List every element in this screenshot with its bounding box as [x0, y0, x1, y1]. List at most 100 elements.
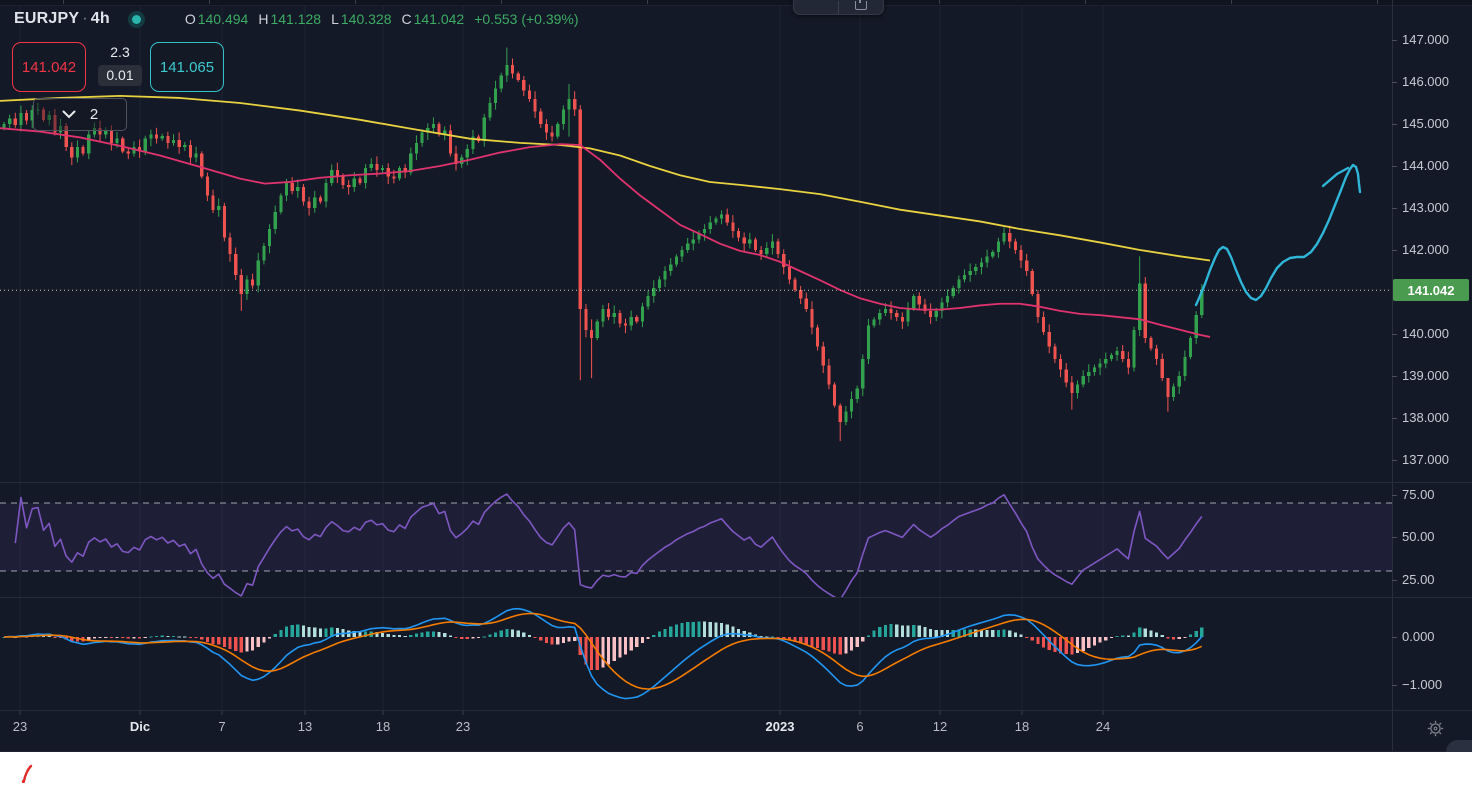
time-axis-tick: [462, 711, 464, 715]
time-tick-label: 24: [1095, 719, 1111, 734]
close-value: 141.042: [413, 11, 465, 27]
price-tick-label: 140.000: [1402, 326, 1449, 341]
price-tick-label: 147.000: [1402, 32, 1449, 47]
time-axis-tick: [304, 711, 306, 715]
last-price-tag: 141.042: [1393, 279, 1469, 301]
open-value: 140.494: [197, 11, 249, 27]
time-axis-tick: [1102, 711, 1104, 715]
collapsed-indicators-badge[interactable]: 2: [33, 98, 127, 131]
time-axis-tick: [939, 711, 941, 715]
time-tick-label: 12: [932, 719, 948, 734]
axis-tick: [1392, 334, 1397, 335]
ohlc-readout: O 140.494 H 141.128 L 140.328 C 141.042 +0.5…: [185, 11, 579, 27]
high-label: H: [258, 11, 269, 27]
price-tick-label: 145.000: [1402, 116, 1449, 131]
time-tick-label: 23: [455, 719, 471, 734]
time-tick-label: 7: [218, 719, 226, 734]
open-label: O: [184, 11, 196, 27]
top-toolbar-edge: [0, 0, 1472, 6]
page-background: [0, 752, 1472, 785]
time-axis-tick: [221, 711, 223, 715]
price-tick-label: 146.000: [1402, 74, 1449, 89]
toolbar-divider: [838, 1, 839, 14]
rsi-tick-label: 25.00: [1402, 571, 1435, 587]
time-tick-label: 23: [12, 719, 28, 734]
macd-tick-label: −1.000: [1402, 677, 1443, 692]
time-tick-label: 2023: [765, 719, 795, 734]
pane-separator-macd[interactable]: [0, 597, 1472, 598]
axis-tick: [1392, 494, 1397, 496]
axis-tick: [1392, 166, 1397, 167]
time-axis-tick: [19, 711, 21, 715]
high-value: 141.128: [270, 11, 322, 27]
buy-button[interactable]: 141.065: [150, 42, 224, 92]
time-tick-label: 13: [297, 719, 313, 734]
timeframe-label[interactable]: 4h: [90, 10, 110, 27]
toolbar-edge-tick: [1085, 0, 1086, 4]
floating-toolbar[interactable]: [793, 0, 884, 15]
axis-tick: [1392, 376, 1397, 377]
toolbar-edge-tick: [1377, 0, 1378, 4]
toolbar-edge-tick: [939, 0, 940, 4]
corner-shape: [1446, 740, 1472, 752]
time-axis-tick: [139, 711, 141, 715]
price-tick-label: 138.000: [1402, 410, 1449, 425]
change-value: +0.553 (+0.39%): [474, 11, 579, 27]
symbol-title[interactable]: EURJPY · 4h: [14, 10, 110, 27]
spread-value: 2.3: [110, 44, 130, 60]
toolbar-edge-tick: [501, 0, 502, 4]
axis-tick: [1392, 685, 1397, 686]
axis-tick: [1392, 637, 1397, 638]
toolbar-edge-tick: [63, 0, 64, 4]
time-tick-label: 18: [375, 719, 391, 734]
pane-separator-rsi[interactable]: [0, 482, 1472, 483]
axis-tick: [1392, 418, 1397, 419]
quantity-field[interactable]: 0.01: [98, 65, 142, 86]
time-axis-separator: [0, 710, 1472, 711]
symbol-header: EURJPY · 4h O 140.494 H 141.128 L 140.328 C 14…: [14, 10, 579, 28]
time-axis-tick: [859, 711, 861, 715]
time-axis-tick: [382, 711, 384, 715]
toolbar-edge-tick: [355, 0, 356, 4]
axis-tick: [1392, 82, 1397, 83]
rsi-tick-label: 75.00: [1402, 486, 1435, 502]
low-label: L: [331, 11, 339, 27]
macd-tick-label: 0.000: [1402, 629, 1435, 644]
rsi-tick-label: 50.00: [1402, 529, 1435, 544]
axis-tick: [1392, 460, 1397, 461]
time-tick-label: Dic: [129, 719, 151, 734]
toolbar-edge-tick: [209, 0, 210, 4]
market-status-icon: [127, 10, 145, 28]
axis-tick: [1392, 124, 1397, 125]
chevron-down-icon: [62, 110, 76, 119]
price-tick-label: 144.000: [1402, 158, 1449, 173]
axis-tick: [1392, 537, 1397, 538]
toolbar-edge-tick: [647, 0, 648, 4]
toolbar-edge-tick: [1231, 0, 1232, 4]
collapsed-count: 2: [89, 106, 99, 123]
chart-canvas[interactable]: [0, 0, 1392, 752]
axis-tick: [1392, 40, 1397, 41]
chart-container[interactable]: EURJPY · 4h O 140.494 H 141.128 L 140.328 C 14…: [0, 0, 1472, 752]
title-separator: ·: [82, 10, 88, 27]
time-tick-label: 6: [856, 719, 864, 734]
low-value: 140.328: [340, 11, 392, 27]
time-axis-tick: [779, 711, 781, 715]
price-tick-label: 142.000: [1402, 242, 1449, 257]
axis-tick: [1392, 579, 1397, 581]
time-axis-tick: [1021, 711, 1023, 715]
price-tick-label: 143.000: [1402, 200, 1449, 215]
axis-tick: [1392, 250, 1397, 251]
chart-bottom-edge: [0, 751, 1472, 752]
gear-icon: [1427, 720, 1443, 736]
floating-toolbar-button-left[interactable]: [794, 1, 838, 14]
price-tick-label: 137.000: [1402, 452, 1449, 467]
screenshot-icon: [855, 0, 867, 10]
close-label: C: [401, 11, 412, 27]
price-tick-label: 139.000: [1402, 368, 1449, 383]
floating-toolbar-button-right[interactable]: [839, 0, 883, 14]
axis-settings-button[interactable]: [1421, 714, 1449, 742]
sell-button[interactable]: 141.042: [12, 42, 86, 92]
time-tick-label: 18: [1014, 719, 1030, 734]
